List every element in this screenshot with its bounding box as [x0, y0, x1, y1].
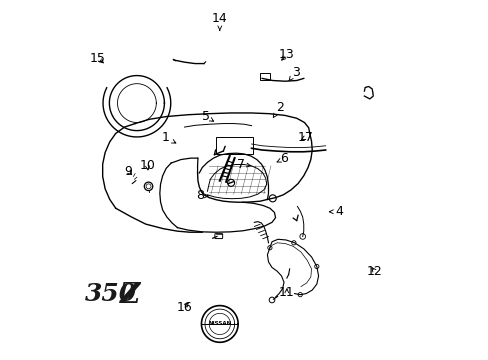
Text: Z: Z [120, 282, 140, 309]
Text: 13: 13 [278, 48, 294, 61]
Text: 9: 9 [124, 165, 132, 178]
Text: 8: 8 [196, 189, 208, 202]
Text: 16: 16 [176, 301, 192, 314]
Text: 12: 12 [366, 265, 382, 278]
Text: 3: 3 [288, 66, 299, 81]
Text: NISSAN: NISSAN [208, 321, 231, 327]
Bar [260, 73, 270, 80]
Text: 17: 17 [297, 131, 312, 144]
Text: 15: 15 [90, 52, 106, 65]
Text: 350: 350 [85, 282, 137, 306]
Text: 4: 4 [329, 205, 343, 218]
Text: 10: 10 [139, 159, 155, 172]
Text: 6: 6 [276, 152, 287, 165]
Text: 11: 11 [278, 287, 294, 300]
Text: 2: 2 [273, 101, 283, 117]
Text: 14: 14 [211, 12, 227, 31]
Polygon shape [364, 86, 372, 99]
Text: 5: 5 [201, 110, 213, 123]
Text: 1: 1 [161, 131, 176, 144]
Text: 7: 7 [237, 158, 250, 171]
Bar [215, 136, 252, 154]
